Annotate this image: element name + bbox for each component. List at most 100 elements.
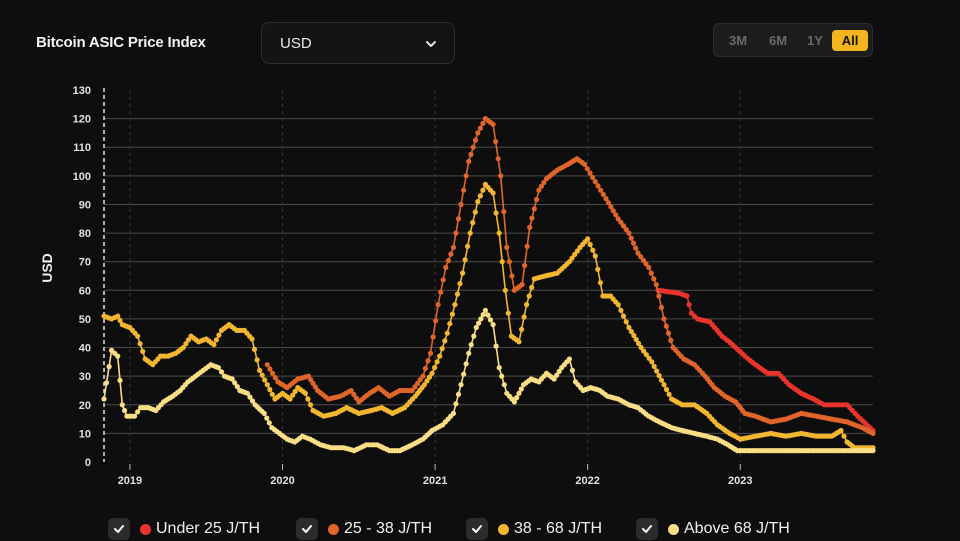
legend-label: 38 - 68 J/TH [514, 520, 603, 537]
data-point [135, 409, 141, 415]
data-point [541, 179, 547, 186]
data-point [598, 187, 604, 193]
data-point [638, 344, 644, 351]
y-tick-label: 10 [79, 428, 91, 440]
data-point [651, 276, 657, 282]
data-point [232, 380, 238, 386]
data-point [590, 247, 596, 253]
data-point [420, 373, 426, 379]
data-point [496, 365, 502, 371]
check-icon [472, 525, 482, 533]
range-6m-button[interactable]: 6M [768, 33, 788, 48]
data-point [424, 378, 430, 384]
data-point [628, 235, 634, 241]
data-point [267, 386, 273, 393]
legend-checkbox[interactable] [636, 518, 658, 540]
data-point [101, 396, 107, 402]
data-point [626, 230, 632, 236]
data-point [115, 353, 121, 359]
data-point [257, 367, 263, 373]
data-point [468, 151, 474, 157]
range-all-button[interactable]: All [832, 30, 868, 51]
data-point [254, 357, 260, 363]
data-point [499, 259, 505, 265]
data-point [838, 427, 844, 434]
data-point [269, 391, 275, 397]
series-38-68-j-th [101, 181, 876, 451]
data-point [475, 130, 481, 136]
data-point [636, 340, 642, 347]
legend-checkbox[interactable] [466, 518, 488, 540]
data-point [519, 326, 525, 332]
data-point [487, 317, 494, 323]
data-point [531, 206, 537, 212]
legend-label: 25 - 38 J/TH [344, 520, 433, 537]
data-point [463, 361, 469, 367]
data-point [432, 365, 438, 371]
check-icon [642, 525, 652, 533]
data-point [115, 313, 121, 319]
data-point [635, 250, 641, 256]
data-point [668, 337, 674, 343]
y-tick-label: 130 [73, 85, 91, 97]
data-point [447, 321, 453, 327]
data-point [646, 264, 652, 270]
y-tick-label: 120 [73, 114, 91, 126]
series-under-25-j-th [655, 287, 876, 434]
range-1y-button[interactable]: 1Y [807, 33, 823, 48]
data-point [485, 312, 491, 318]
data-point [493, 343, 499, 349]
data-point [448, 251, 454, 257]
currency-dropdown[interactable]: USD [261, 22, 455, 64]
data-point [582, 161, 588, 167]
data-point [482, 307, 488, 313]
data-point [663, 386, 670, 393]
data-point [292, 388, 298, 394]
legend-color-dot [140, 524, 151, 535]
data-point [870, 430, 876, 436]
data-point [353, 395, 359, 401]
data-point [272, 375, 278, 381]
data-point [466, 158, 472, 165]
data-point [443, 264, 449, 270]
data-point [261, 410, 267, 416]
data-point [569, 367, 576, 373]
data-point [649, 359, 655, 365]
y-tick-label: 80 [79, 228, 91, 240]
data-point [455, 216, 462, 222]
data-point [249, 336, 255, 342]
data-point [572, 251, 578, 258]
data-point [460, 270, 466, 276]
data-point [516, 339, 522, 345]
check-icon [114, 525, 124, 533]
data-point [526, 293, 532, 299]
legend-checkbox[interactable] [108, 518, 130, 540]
data-point [566, 356, 573, 362]
data-point [417, 377, 423, 383]
data-point [536, 187, 542, 193]
range-3m-button[interactable]: 3M [728, 33, 748, 48]
data-point [656, 373, 662, 379]
legend-color-dot [668, 524, 679, 535]
data-point [628, 328, 634, 335]
data-point [519, 282, 525, 288]
data-point [470, 220, 476, 226]
data-point [247, 394, 253, 400]
data-point [498, 173, 504, 179]
data-point [211, 342, 217, 348]
data-point [180, 344, 186, 351]
data-point [538, 183, 545, 189]
data-point [137, 341, 143, 347]
data-point [425, 358, 431, 364]
legend-checkbox[interactable] [296, 518, 318, 540]
data-point [623, 319, 629, 325]
x-tick-label: 2021 [423, 475, 447, 487]
data-point [287, 396, 293, 402]
data-point [505, 310, 511, 316]
data-point [445, 258, 451, 264]
data-point [663, 323, 669, 329]
data-point [234, 384, 240, 390]
data-point [461, 187, 467, 193]
data-point [633, 336, 639, 343]
data-point [600, 191, 606, 197]
